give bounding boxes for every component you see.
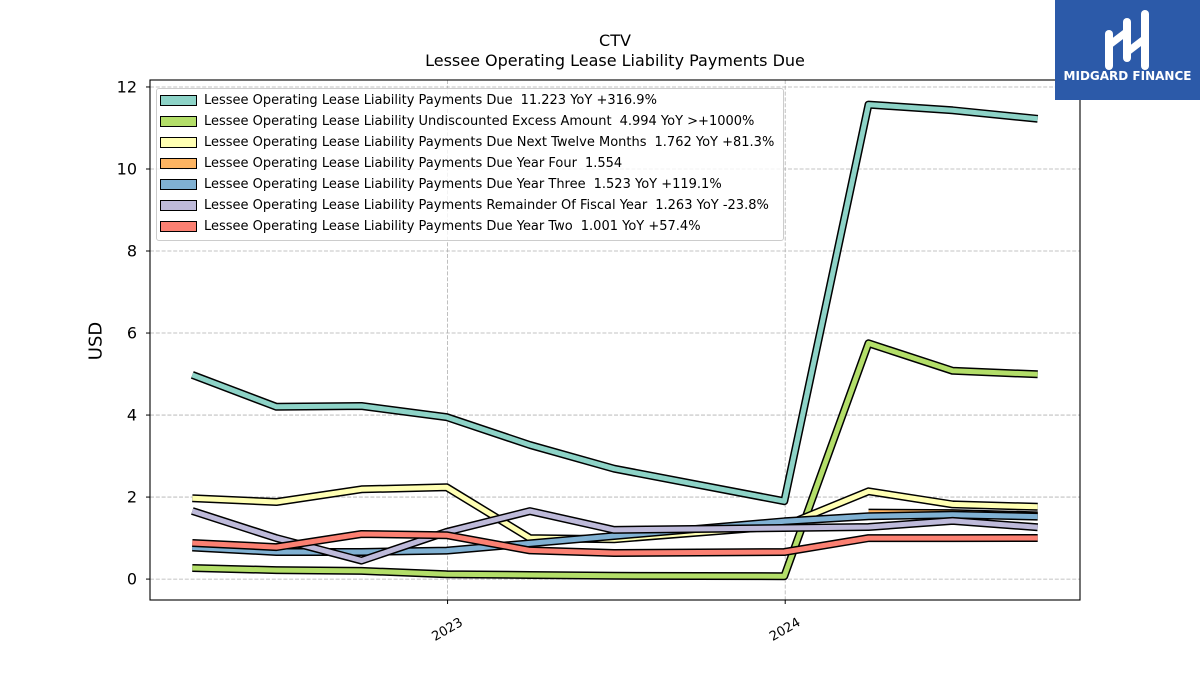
chart-title: CTV: [599, 31, 631, 50]
legend-value: 1.001 YoY +57.4%: [580, 219, 701, 234]
legend-label: Lessee Operating Lease Liability Payment…: [204, 177, 586, 192]
y-tick-label: 10: [117, 159, 137, 178]
legend-label: Lessee Operating Lease Liability Undisco…: [204, 114, 612, 129]
legend-entry-payments-due-next-twelve-months: Lessee Operating Lease Liability Payment…: [160, 132, 774, 153]
legend-swatch: [160, 95, 197, 106]
legend-value: 1.523 YoY +119.1%: [593, 177, 722, 192]
y-tick-label: 8: [127, 242, 137, 261]
y-tick-label: 4: [127, 406, 137, 425]
legend-swatch: [160, 221, 197, 232]
legend-label: Lessee Operating Lease Liability Payment…: [204, 156, 577, 171]
series-payments-due: [190, 100, 1039, 506]
legend-entry-payments-due-year-four: Lessee Operating Lease Liability Payment…: [160, 153, 774, 174]
legend-swatch: [160, 137, 197, 148]
legend-label: Lessee Operating Lease Liability Payment…: [204, 93, 513, 108]
x-tick-label: 2023: [429, 615, 465, 645]
logo: MIDGARD FINANCE: [1055, 0, 1200, 100]
legend-entry-undiscounted-excess-amount: Lessee Operating Lease Liability Undisco…: [160, 111, 774, 132]
legend-entry-payments-due: Lessee Operating Lease Liability Payment…: [160, 90, 774, 111]
legend-swatch: [160, 200, 197, 211]
series-line-payments-due-year-three: [192, 512, 1038, 555]
y-axis-label: USD: [86, 322, 107, 360]
legend: Lessee Operating Lease Liability Payment…: [156, 88, 785, 241]
series-line-undiscounted-excess-amount: [192, 340, 1038, 579]
series-payments-due-year-three: [192, 510, 1038, 556]
logo-text: MIDGARD FINANCE: [1063, 69, 1192, 83]
series-line-payments-due-year-two: [192, 531, 1038, 556]
legend-value: 1.263 YoY -23.8%: [655, 198, 769, 213]
series-undiscounted-excess-amount: [192, 339, 1038, 581]
legend-label: Lessee Operating Lease Liability Payment…: [204, 219, 573, 234]
legend-value: 1.762 YoY +81.3%: [654, 135, 775, 150]
legend-value: 11.223 YoY +316.9%: [520, 93, 657, 108]
legend-swatch: [160, 116, 197, 127]
legend-label: Lessee Operating Lease Liability Payment…: [204, 135, 647, 150]
legend-value: 1.554: [584, 156, 623, 171]
legend-label: Lessee Operating Lease Liability Payment…: [204, 198, 648, 213]
x-tick-label: 2024: [767, 615, 803, 645]
midgard-logo-mark-icon: [1105, 10, 1149, 70]
legend-swatch: [160, 158, 197, 169]
chart-subtitle: Lessee Operating Lease Liability Payment…: [425, 51, 805, 70]
legend-value: 4.994 YoY >+1000%: [619, 114, 755, 129]
legend-entry-payments-due-year-three: Lessee Operating Lease Liability Payment…: [160, 174, 774, 195]
y-tick-label: 0: [127, 570, 137, 589]
series-payments-due-year-two: [192, 530, 1038, 557]
series-line-payments-due: [191, 102, 1038, 504]
legend-entry-payments-due-year-two: Lessee Operating Lease Liability Payment…: [160, 216, 774, 237]
y-tick-label: 2: [127, 488, 137, 507]
legend-entry-payments-remainder-of-fiscal-year: Lessee Operating Lease Liability Payment…: [160, 195, 774, 216]
legend-swatch: [160, 179, 197, 190]
plot-area: [190, 100, 1039, 581]
y-tick-label: 6: [127, 324, 137, 343]
y-tick-label: 12: [117, 77, 137, 96]
axes-frame: [149, 79, 1081, 601]
